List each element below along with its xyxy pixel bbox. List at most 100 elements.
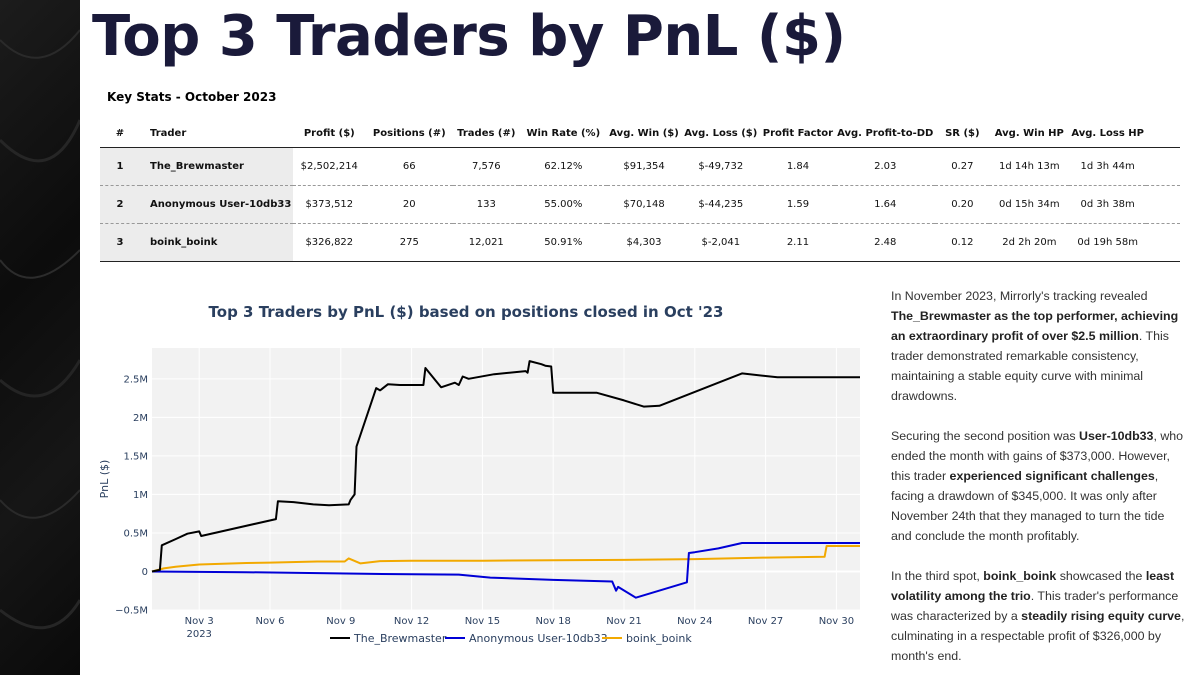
col-header-trader: Trader — [140, 120, 294, 148]
y-tick-label: 0 — [142, 567, 148, 578]
table-row: 1 The_Brewmaster $2,502,214 66 7,576 62.… — [100, 147, 1180, 186]
decorative-side-strip — [0, 0, 80, 675]
side-strip-texture — [0, 29, 80, 630]
cell-trades: 7,576 — [453, 147, 520, 186]
cell-win-rate: 55.00% — [519, 185, 608, 224]
x-tick-label: Nov 3 — [185, 616, 214, 627]
cell-sr: 0.20 — [935, 185, 990, 224]
x-tick-sublabel: 2023 — [186, 629, 211, 640]
col-header-avg-loss: Avg. Loss ($) — [680, 120, 761, 148]
pnl-chart-svg: Top 3 Traders by PnL ($) based on positi… — [98, 303, 860, 645]
cell-avg-loss-hp: 0d 19h 58m — [1069, 223, 1146, 262]
commentary-text-run: least volatility among the trio — [891, 569, 1175, 603]
cell-avg-loss: $-49,732 — [680, 147, 761, 186]
commentary-text-run: . This trader's performance was characte… — [891, 589, 1179, 623]
commentary-text-run: In November 2023, Mirrorly's tracking re… — [891, 289, 1148, 303]
col-header-spacer — [1146, 120, 1180, 148]
pnl-chart: Top 3 Traders by PnL ($) based on positi… — [90, 290, 870, 670]
col-header-rank: # — [100, 120, 140, 148]
cell-rank: 2 — [100, 185, 140, 224]
cell-positions: 20 — [365, 185, 454, 224]
commentary-text-run: steadily rising equity curve — [1021, 609, 1181, 623]
x-tick-label: Nov 21 — [606, 616, 641, 627]
cell-rank: 1 — [100, 147, 140, 186]
commentary-text-run: In the third spot, — [891, 569, 984, 583]
cell-avg-win-hp: 0d 15h 34m — [989, 185, 1070, 224]
commentary-text-run: experienced significant challenges — [949, 469, 1155, 483]
col-header-win-rate: Win Rate (%) — [519, 120, 608, 148]
commentary-text-run: User-10db33 — [1079, 429, 1154, 443]
y-tick-label: −0.5M — [115, 606, 148, 617]
stats-heading: Key Stats - October 2023 — [107, 90, 277, 104]
cell-profit-to-dd: 2.48 — [835, 223, 936, 262]
col-header-profit-factor: Profit Factor — [760, 120, 836, 148]
commentary-text-run: The_Brewmaster as the top performer, ach… — [891, 309, 1179, 343]
cell-profit-to-dd: 2.03 — [835, 147, 936, 186]
cell-profit-factor: 1.84 — [760, 147, 836, 186]
table-row: 2 Anonymous User-10db33 $373,512 20 133 … — [100, 185, 1180, 224]
cell-trader: Anonymous User-10db33 — [140, 185, 294, 224]
cell-profit-factor: 1.59 — [760, 185, 836, 224]
x-tick-label: Nov 27 — [748, 616, 783, 627]
legend-label: Anonymous User-10db33 — [469, 632, 608, 645]
cell-trades: 12,021 — [453, 223, 520, 262]
series-line-boink-boink — [151, 545, 860, 573]
legend-label: The_Brewmaster — [353, 632, 447, 645]
x-tick-label: Nov 6 — [255, 616, 284, 627]
series-line-anonymous-user-10db33 — [151, 542, 860, 599]
legend-label: boink_boink — [626, 632, 692, 645]
x-tick-label: Nov 9 — [326, 616, 355, 627]
col-header-positions: Positions (#) — [365, 120, 454, 148]
cell-spacer — [1146, 223, 1180, 262]
commentary-text-run: . This trader demonstrated remarkable co… — [891, 329, 1169, 403]
col-header-avg-win: Avg. Win ($) — [607, 120, 681, 148]
cell-trader: boink_boink — [140, 223, 294, 262]
cell-profit-to-dd: 1.64 — [835, 185, 936, 224]
cell-win-rate: 50.91% — [519, 223, 608, 262]
cell-profit-factor: 2.11 — [760, 223, 836, 262]
chart-title: Top 3 Traders by PnL ($) based on positi… — [209, 303, 724, 321]
commentary-paragraph-3: In the third spot, boink_boink showcased… — [891, 566, 1187, 666]
cell-avg-win-hp: 2d 2h 20m — [989, 223, 1070, 262]
series-line-the-brewmaster — [151, 360, 860, 573]
x-tick-label: Nov 24 — [677, 616, 712, 627]
y-tick-label: 2M — [133, 413, 148, 424]
x-tick-label: Nov 12 — [394, 616, 429, 627]
commentary-text-run: , who ended the month with gains of $373… — [891, 429, 1184, 483]
col-header-profit-to-dd: Avg. Profit-to-DD — [835, 120, 936, 148]
table-row: 3 boink_boink $326,822 275 12,021 50.91%… — [100, 223, 1180, 262]
cell-profit: $326,822 — [293, 223, 366, 262]
commentary-panel: In November 2023, Mirrorly's tracking re… — [891, 286, 1187, 675]
key-stats-table: # Trader Profit ($) Positions (#) Trades… — [100, 120, 1180, 262]
table-header-row: # Trader Profit ($) Positions (#) Trades… — [100, 120, 1180, 148]
cell-positions: 275 — [365, 223, 454, 262]
cell-avg-loss: $-2,041 — [680, 223, 761, 262]
cell-avg-win: $91,354 — [607, 147, 681, 186]
y-axis-label: PnL ($) — [98, 460, 111, 499]
cell-win-rate: 62.12% — [519, 147, 608, 186]
commentary-paragraph-1: In November 2023, Mirrorly's tracking re… — [891, 286, 1187, 406]
col-header-avg-loss-hp: Avg. Loss HP — [1069, 120, 1146, 148]
col-header-sr: SR ($) — [935, 120, 990, 148]
commentary-text-run: showcased the — [1056, 569, 1146, 583]
cell-spacer — [1146, 185, 1180, 224]
cell-avg-win: $70,148 — [607, 185, 681, 224]
cell-spacer — [1146, 147, 1180, 186]
cell-trades: 133 — [453, 185, 520, 224]
cell-sr: 0.27 — [935, 147, 990, 186]
cell-avg-loss-hp: 1d 3h 44m — [1069, 147, 1146, 186]
cell-trader: The_Brewmaster — [140, 147, 294, 186]
x-tick-label: Nov 30 — [819, 616, 854, 627]
cell-avg-loss-hp: 0d 3h 38m — [1069, 185, 1146, 224]
cell-avg-win: $4,303 — [607, 223, 681, 262]
y-tick-label: 0.5M — [123, 528, 148, 539]
commentary-text-run: Securing the second position was — [891, 429, 1080, 443]
col-header-trades: Trades (#) — [453, 120, 520, 148]
y-tick-label: 1M — [133, 490, 148, 501]
cell-positions: 66 — [365, 147, 454, 186]
cell-sr: 0.12 — [935, 223, 990, 262]
cell-avg-win-hp: 1d 14h 13m — [989, 147, 1070, 186]
x-tick-label: Nov 18 — [535, 616, 570, 627]
commentary-text-run: boink_boink — [983, 569, 1057, 583]
col-header-avg-win-hp: Avg. Win HP — [989, 120, 1070, 148]
